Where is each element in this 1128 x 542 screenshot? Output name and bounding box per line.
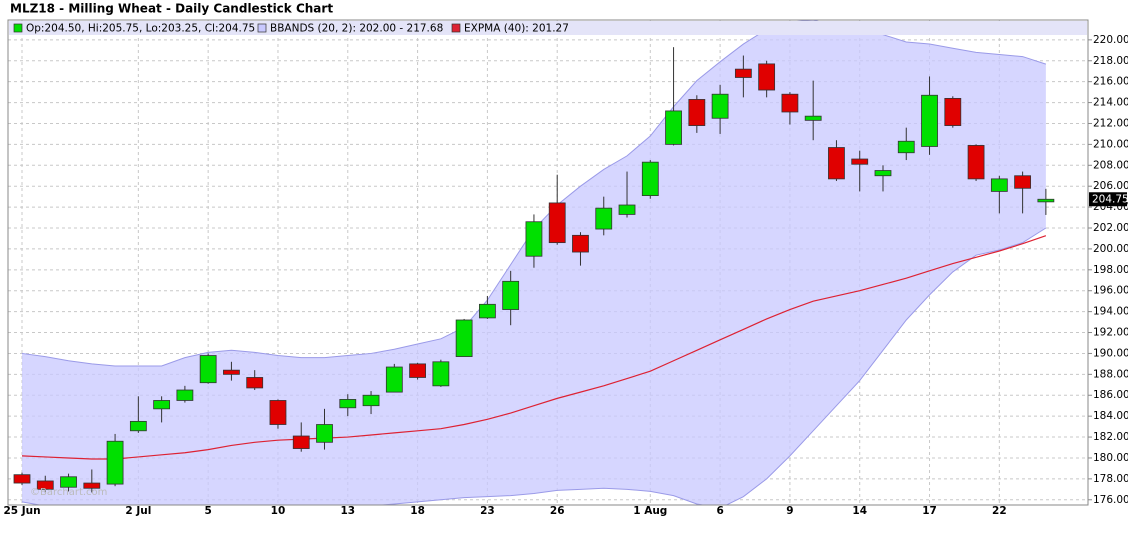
candle-body: [688, 99, 706, 126]
candle-body: [246, 377, 264, 389]
candle-body: [1037, 198, 1055, 203]
candle-body: [525, 221, 543, 257]
x-tick-label: 18: [410, 505, 425, 517]
y-tick-label: 206.00: [1093, 180, 1128, 192]
candle-body: [292, 435, 310, 449]
y-tick-label: 214.00: [1093, 97, 1128, 109]
x-tick-label: 17: [922, 505, 937, 517]
last-price-label: 204.75: [1092, 193, 1128, 205]
last-price-box: [1089, 192, 1127, 207]
candle-body: [897, 140, 915, 154]
y-tick-label: 194.00: [1093, 306, 1128, 318]
y-tick-label: 198.00: [1093, 264, 1128, 276]
x-tick-label: 23: [480, 505, 495, 517]
candle-body: [967, 145, 985, 180]
y-tick-label: 188.00: [1093, 368, 1128, 380]
candle-body: [129, 420, 147, 432]
candle-body: [106, 440, 124, 485]
candle-body: [1014, 175, 1032, 189]
candle-body: [921, 94, 938, 147]
candle-body: [385, 366, 403, 393]
x-tick-label: 22: [992, 505, 1007, 517]
candle-body: [36, 480, 54, 490]
y-tick-label: 210.00: [1093, 138, 1128, 150]
candle-body: [548, 202, 566, 244]
x-tick-label: 2 Jul: [125, 505, 151, 517]
watermark: ©Barchart.com: [30, 487, 107, 498]
candle-body: [176, 389, 194, 401]
band-lower-line: [21, 227, 1047, 505]
x-tick-label: 6: [716, 505, 723, 517]
y-tick-label: 192.00: [1093, 327, 1128, 339]
y-tick-label: 196.00: [1093, 285, 1128, 297]
candle-body: [223, 369, 240, 375]
candle-body: [595, 207, 613, 230]
candle-body: [711, 93, 729, 119]
candle-body: [758, 63, 776, 91]
legend-label: Op:204.50, Hi:205.75, Lo:203.25, Cl:204.…: [26, 23, 255, 35]
y-tick-label: 176.00: [1093, 494, 1128, 506]
candle-body: [362, 394, 380, 407]
x-tick-label: 9: [786, 505, 793, 517]
legend-background: [9, 21, 1087, 35]
candle-body: [199, 355, 217, 384]
y-tick-label: 202.00: [1093, 222, 1128, 234]
y-tick-label: 190.00: [1093, 347, 1128, 359]
legend-swatch: [451, 23, 461, 33]
candle-body: [339, 399, 357, 409]
y-tick-label: 216.00: [1093, 76, 1128, 88]
candle-body: [944, 97, 962, 126]
candle-body: [153, 400, 171, 410]
y-tick-label: 184.00: [1093, 410, 1128, 422]
candle-body: [828, 147, 845, 180]
x-tick-label: 13: [340, 505, 355, 517]
candle-body: [478, 303, 496, 319]
x-tick-label: 26: [550, 505, 565, 517]
candle-body: [502, 280, 520, 310]
legend-swatch: [13, 23, 23, 33]
candle-body: [874, 170, 892, 177]
candle-body: [269, 400, 287, 425]
candle-body: [60, 476, 77, 488]
x-tick-label: 10: [271, 505, 286, 517]
candle-body: [990, 178, 1008, 192]
plot-area: [8, 20, 1088, 505]
candle-body: [409, 363, 426, 378]
candle-body: [641, 161, 659, 197]
candle-body: [13, 474, 31, 484]
candle-body: [618, 204, 636, 215]
candle-body: [432, 361, 450, 387]
candle-body: [851, 158, 869, 165]
candle-body: [572, 234, 589, 253]
x-tick-label: 1 Aug: [633, 505, 667, 517]
x-tick-label: 5: [205, 505, 212, 517]
chart-title: MLZ18 - Milling Wheat - Daily Candlestic…: [10, 2, 333, 16]
candle-body: [83, 482, 101, 489]
x-tick-label: 25 Jun: [3, 505, 40, 517]
y-tick-label: 178.00: [1093, 473, 1128, 485]
candle-body: [316, 424, 333, 443]
x-tick-label: 14: [852, 505, 867, 517]
candle-body: [455, 319, 473, 357]
y-tick-label: 218.00: [1093, 55, 1128, 67]
legend-swatch: [257, 23, 267, 33]
candle-body: [804, 115, 822, 121]
y-tick-label: 208.00: [1093, 159, 1128, 171]
line: [21, 235, 1047, 460]
plot-frame: [7, 19, 1089, 506]
legend-label: EXPMA (40): 201.27: [464, 23, 569, 35]
y-tick-label: 180.00: [1093, 452, 1128, 464]
legend-label: BBANDS (20, 2): 202.00 - 217.68: [270, 23, 443, 35]
y-tick-label: 182.00: [1093, 431, 1128, 443]
candle-body: [781, 93, 799, 113]
y-tick-label: 186.00: [1093, 389, 1128, 401]
y-tick-label: 200.00: [1093, 243, 1128, 255]
y-tick-label: 212.00: [1093, 117, 1128, 129]
candle-body: [734, 68, 752, 78]
y-tick-label: 220.00: [1093, 34, 1128, 46]
candle-body: [665, 110, 682, 145]
